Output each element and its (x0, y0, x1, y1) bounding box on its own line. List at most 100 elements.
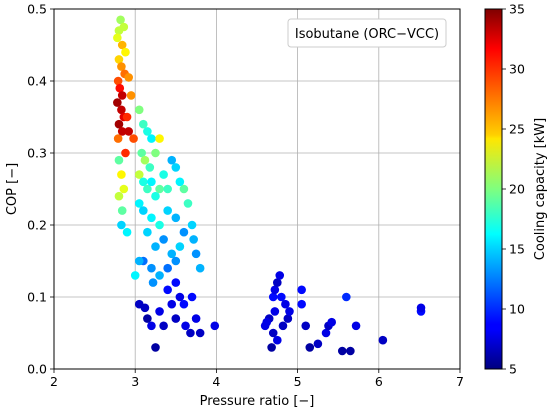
data-point (275, 271, 285, 280)
data-point (163, 285, 172, 295)
data-point (151, 148, 160, 158)
y-axis-label: COP [−] (5, 163, 20, 215)
data-point (143, 184, 152, 194)
data-point (163, 263, 172, 273)
data-point (268, 292, 278, 302)
data-point (270, 307, 280, 316)
data-point (195, 328, 205, 338)
data-point (130, 271, 140, 280)
data-point (301, 321, 311, 331)
data-point (416, 303, 426, 313)
data-point (281, 299, 290, 309)
data-point (191, 314, 201, 323)
data-point (285, 307, 294, 316)
data-point (117, 206, 127, 215)
data-point (155, 220, 164, 230)
colorbar-tick-label: 30 (509, 62, 525, 77)
data-point (171, 163, 181, 172)
data-point (119, 184, 129, 194)
data-point (159, 321, 168, 331)
data-point (270, 285, 280, 295)
data-point (163, 206, 172, 215)
data-point (267, 343, 276, 352)
data-point (167, 299, 177, 309)
data-point (167, 155, 177, 165)
data-point (114, 155, 124, 165)
data-point (327, 317, 337, 327)
data-point (140, 303, 150, 313)
data-point (145, 163, 155, 172)
data-point (117, 62, 126, 71)
data-point (179, 184, 189, 194)
data-point (337, 346, 347, 356)
data-point (171, 256, 181, 266)
data-point (163, 184, 172, 194)
data-point (143, 127, 152, 136)
data-point (134, 105, 144, 115)
data-point (378, 335, 388, 345)
x-tick-label: 5 (294, 374, 302, 389)
y-tick-label: 0.2 (27, 218, 47, 233)
data-point (124, 73, 133, 82)
data-point (113, 134, 123, 143)
colorbar-gradient (485, 9, 502, 369)
x-tick-label: 6 (375, 374, 383, 389)
points-layer (113, 15, 426, 356)
data-point (117, 170, 126, 179)
data-point (147, 134, 156, 143)
data-point (114, 55, 124, 64)
data-point (210, 321, 220, 331)
data-point (313, 339, 323, 349)
x-tick-label: 2 (50, 374, 58, 389)
data-point (117, 220, 126, 230)
data-point (113, 33, 122, 43)
data-point (155, 307, 164, 316)
data-point (159, 235, 168, 244)
data-point (151, 191, 160, 201)
data-point (119, 22, 129, 32)
data-point (189, 235, 198, 244)
y-tick-label: 0.4 (27, 74, 47, 89)
data-point (116, 15, 125, 25)
data-point (305, 343, 315, 352)
plot-area (54, 9, 460, 369)
data-point (167, 249, 177, 259)
data-point (134, 256, 144, 266)
data-point (191, 249, 201, 259)
data-point (346, 346, 355, 356)
data-point (278, 321, 288, 331)
data-point (159, 170, 168, 179)
colorbar-tick-label: 20 (509, 182, 525, 197)
data-point (117, 127, 127, 136)
colorbar: 5 10 15 20 25 30 35 Cooling capacity [kW] (484, 2, 548, 377)
data-point (139, 119, 148, 129)
data-point (143, 314, 152, 323)
legend-box (287, 18, 447, 48)
data-point (297, 299, 306, 309)
data-point (139, 177, 148, 187)
data-point (117, 40, 127, 50)
data-point (171, 213, 181, 223)
data-point (277, 292, 286, 302)
data-point (283, 314, 293, 323)
y-tick-label: 0.0 (27, 362, 47, 377)
data-point (181, 321, 190, 331)
data-point (273, 278, 282, 287)
data-point (124, 127, 133, 136)
x-tick-label: 3 (131, 374, 139, 389)
data-point (171, 278, 181, 287)
data-point (155, 134, 164, 143)
data-point (273, 335, 282, 345)
data-point (137, 148, 146, 158)
data-point (129, 134, 138, 143)
data-point (148, 278, 158, 287)
data-point (179, 227, 189, 237)
y-tick-label: 0.3 (27, 146, 47, 161)
data-point (187, 220, 197, 230)
legend-text: Isobutane (ORC−VCC) (295, 27, 439, 42)
y-tick-label: 0.5 (27, 2, 47, 17)
data-point (115, 83, 125, 93)
data-point (175, 242, 185, 251)
data-point (321, 328, 331, 338)
